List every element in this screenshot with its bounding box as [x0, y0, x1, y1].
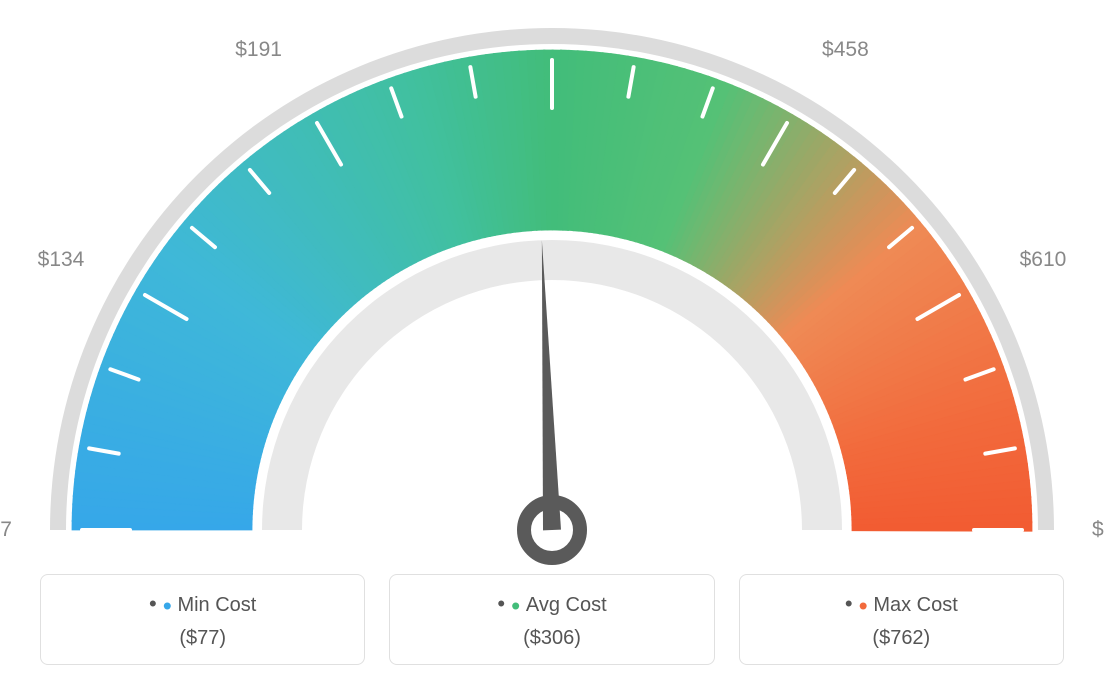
legend-avg: • Avg Cost ($306) [389, 574, 714, 665]
scale-label: $191 [235, 38, 282, 62]
legend-avg-value: ($306) [400, 627, 703, 650]
scale-label: $762 [1092, 518, 1104, 542]
legend-avg-title: • Avg Cost [400, 591, 703, 617]
gauge-chart [0, 10, 1104, 570]
scale-label: $610 [1020, 248, 1067, 272]
legend-max-value: ($762) [750, 627, 1053, 650]
cost-gauge-widget: $77$134$191$306$458$610$762 • Min Cost (… [0, 0, 1104, 690]
legend-min-title: • Min Cost [51, 591, 354, 617]
legend-row: • Min Cost ($77) • Avg Cost ($306) • Max… [40, 574, 1064, 665]
scale-label: $458 [822, 38, 869, 62]
legend-max-title: • Max Cost [750, 591, 1053, 617]
legend-min-value: ($77) [51, 627, 354, 650]
legend-max: • Max Cost ($762) [739, 574, 1064, 665]
gauge-svg [0, 10, 1104, 570]
legend-min: • Min Cost ($77) [40, 574, 365, 665]
scale-label: $77 [0, 518, 12, 542]
scale-label: $134 [38, 248, 85, 272]
